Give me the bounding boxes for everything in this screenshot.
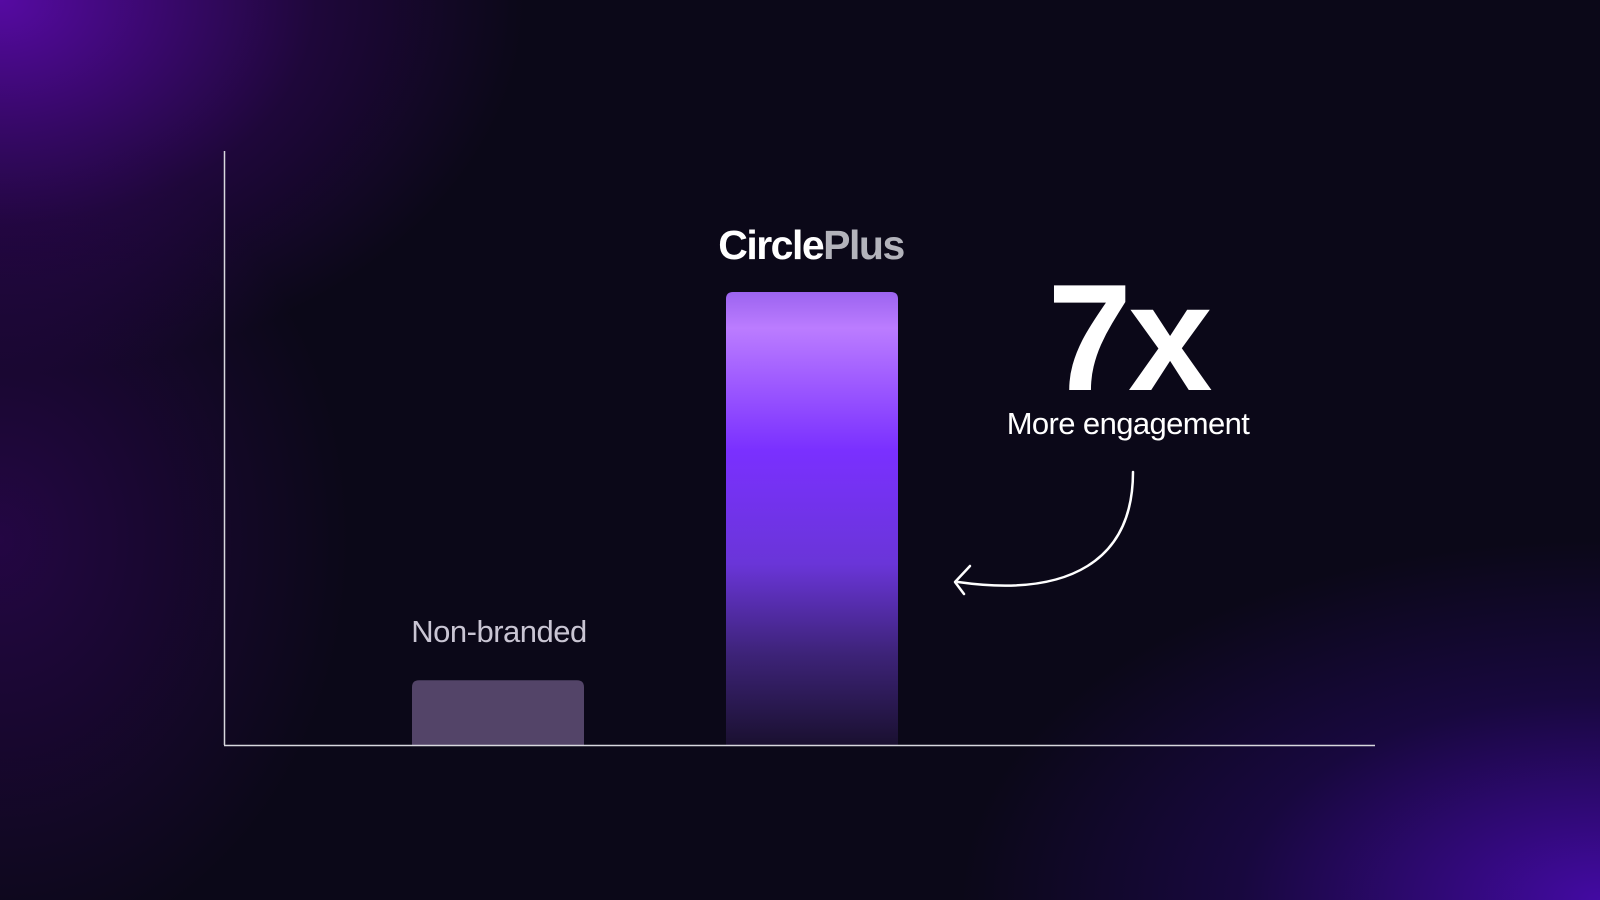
circleplus-logo: CirclePlus xyxy=(718,222,905,269)
arrow-head-icon xyxy=(953,564,972,596)
category-label-non-branded: Non-branded xyxy=(411,614,587,649)
curved-arrow-icon xyxy=(956,470,1135,587)
bar-circleplus xyxy=(726,292,898,745)
callout-label: More engagement xyxy=(1006,406,1250,441)
callout-value: 7x xyxy=(1047,253,1212,423)
logo-part-plus: Plus xyxy=(823,222,905,268)
logo-part-circle: Circle xyxy=(718,222,824,268)
bar-non-branded xyxy=(412,680,584,745)
